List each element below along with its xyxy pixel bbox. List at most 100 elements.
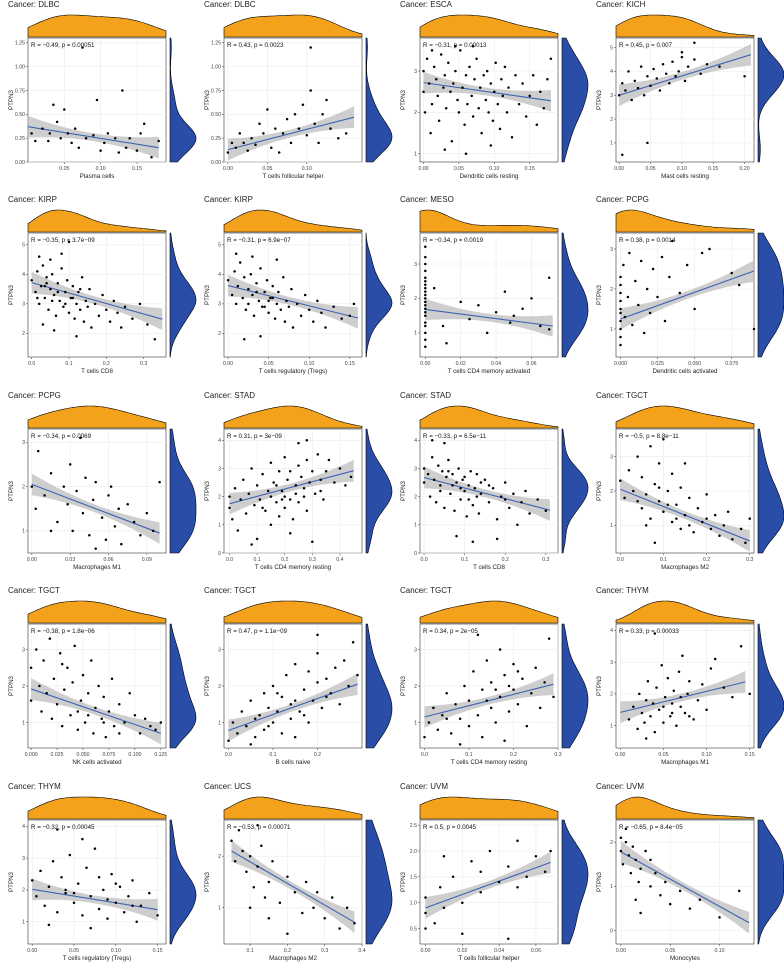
correlation-stat: R = −0.31, p = 0.00013	[423, 42, 487, 49]
data-point	[482, 73, 485, 77]
data-point	[315, 890, 319, 894]
data-point	[671, 240, 674, 243]
data-point	[349, 475, 353, 478]
data-point	[283, 320, 287, 324]
data-point	[498, 127, 502, 131]
x-tick-label: 0.0	[421, 752, 428, 758]
y-tick-label: 2	[218, 854, 221, 860]
data-point	[493, 90, 496, 93]
data-point	[643, 721, 646, 725]
data-point	[491, 119, 495, 122]
y-tick-label: 1.5	[410, 874, 417, 880]
correlation-stat: R = 0.33, p = 0.00033	[619, 628, 679, 635]
data-point	[143, 717, 147, 721]
x-tick-label: 0.2	[281, 557, 288, 563]
data-point	[103, 141, 106, 145]
data-point	[251, 255, 254, 259]
data-point	[247, 492, 251, 495]
y-tick-label: 3	[218, 466, 221, 472]
data-point	[262, 132, 265, 135]
data-point	[471, 503, 475, 507]
data-point	[323, 916, 326, 920]
data-point	[627, 853, 631, 857]
data-point	[300, 475, 303, 478]
scatter-plot: 0.000 0.025 0.050 0.075 1 2 3 R = 0.38, p = 0.0…	[596, 210, 784, 375]
data-point	[36, 449, 40, 453]
data-point	[291, 517, 295, 521]
data-point	[499, 495, 503, 498]
data-point	[151, 529, 155, 532]
data-point	[100, 516, 104, 519]
x-tick-label: 0.09	[142, 557, 152, 563]
y-density	[757, 623, 784, 749]
data-point	[503, 65, 507, 69]
data-point	[240, 710, 244, 713]
data-point	[297, 441, 300, 445]
data-point	[683, 513, 687, 517]
x-axis-label: Plasma cells	[80, 173, 115, 180]
data-point	[60, 267, 63, 271]
data-point	[713, 513, 717, 517]
data-point	[624, 840, 628, 843]
x-density	[419, 210, 559, 233]
data-point	[640, 475, 644, 479]
panel-title: Cancer: DLBC	[8, 0, 60, 9]
data-point	[468, 318, 471, 321]
data-point	[680, 51, 684, 54]
scatter-plot: 0.00 0.05 0.10 0.00 0.25 0.50 0.75 1.00 1.25 R = …	[204, 14, 393, 180]
y-density	[169, 428, 197, 554]
correlation-stat: R = 0.45, p = 0.007	[619, 42, 673, 49]
data-point	[469, 469, 472, 473]
data-point	[432, 706, 435, 710]
data-point	[636, 727, 639, 731]
data-point	[640, 711, 644, 715]
data-point	[308, 481, 311, 484]
scatter-panel: Cancer: THYM 0.00 0.05 0.10 0.15 1 2 3 4 R = 0.33…	[588, 586, 784, 781]
scatter-panel: Cancer: TGCT 0.0 0.1 0.2 1 2 3 R = 0.47, p = 1.…	[196, 586, 393, 781]
data-point	[498, 695, 502, 699]
data-point	[60, 252, 63, 256]
data-point	[470, 94, 473, 98]
data-point	[40, 710, 43, 713]
data-point	[477, 512, 481, 515]
data-point	[628, 252, 631, 255]
data-point	[686, 692, 689, 696]
x-tick-label: 0.025	[651, 361, 664, 367]
data-point	[454, 69, 457, 73]
scatter-panel: Cancer: STAD 0.0 0.1 0.2 0.3 0.4 0 1 2 3 4 R = 0.31…	[196, 391, 393, 586]
data-point	[627, 718, 631, 721]
data-point	[437, 464, 440, 467]
correlation-stat: R = −0.31, p = 6.9e−07	[227, 237, 291, 244]
data-point	[226, 151, 230, 154]
data-point	[293, 890, 297, 894]
data-point	[62, 305, 65, 309]
y-tick-label: 1.0	[410, 900, 417, 906]
data-point	[320, 706, 324, 710]
data-point	[242, 141, 245, 145]
x-density	[27, 405, 167, 429]
data-point	[528, 512, 531, 515]
data-point	[663, 320, 667, 323]
scatter-panel: Cancer: KIRP 0.0 0.1 0.2 0.3 2 3 4 5 R = −0.35, p…	[0, 195, 197, 390]
data-point	[688, 715, 691, 718]
data-point	[718, 65, 721, 68]
data-point	[435, 78, 438, 81]
y-axis-label: PTPN3	[8, 480, 15, 501]
data-point	[494, 688, 497, 692]
data-point	[321, 113, 324, 116]
data-point	[497, 880, 501, 883]
data-point	[45, 282, 48, 285]
x-tick-label: 0.00	[614, 166, 624, 172]
regression-line	[30, 688, 161, 735]
data-point	[441, 469, 444, 473]
data-point	[39, 285, 43, 288]
data-point	[424, 290, 427, 294]
data-point	[110, 677, 114, 681]
data-point	[45, 692, 48, 695]
data-point	[118, 885, 122, 888]
data-point	[489, 144, 493, 147]
x-tick-label: 0.05	[59, 166, 69, 172]
regression-line	[32, 888, 158, 910]
data-point	[76, 710, 80, 713]
data-point	[324, 469, 328, 473]
